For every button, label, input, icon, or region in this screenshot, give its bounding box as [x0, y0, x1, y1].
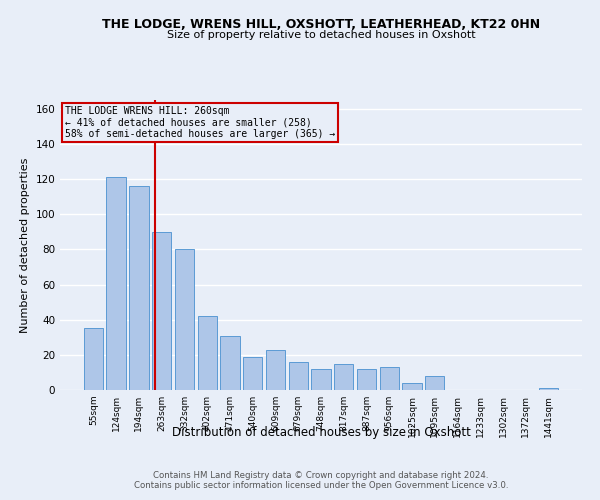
- Bar: [106, 178, 126, 390]
- Bar: [425, 376, 445, 390]
- Bar: [380, 367, 399, 390]
- Bar: [129, 186, 149, 390]
- Bar: [311, 369, 331, 390]
- Bar: [175, 250, 194, 390]
- Text: Contains HM Land Registry data © Crown copyright and database right 2024.: Contains HM Land Registry data © Crown c…: [153, 472, 489, 480]
- Text: Contains public sector information licensed under the Open Government Licence v3: Contains public sector information licen…: [134, 482, 508, 490]
- Bar: [152, 232, 172, 390]
- Bar: [84, 328, 103, 390]
- Text: THE LODGE WRENS HILL: 260sqm
← 41% of detached houses are smaller (258)
58% of s: THE LODGE WRENS HILL: 260sqm ← 41% of de…: [65, 106, 335, 139]
- Bar: [243, 356, 262, 390]
- Bar: [266, 350, 285, 390]
- Text: Size of property relative to detached houses in Oxshott: Size of property relative to detached ho…: [167, 30, 475, 40]
- Bar: [220, 336, 239, 390]
- Bar: [334, 364, 353, 390]
- Bar: [289, 362, 308, 390]
- Text: THE LODGE, WRENS HILL, OXSHOTT, LEATHERHEAD, KT22 0HN: THE LODGE, WRENS HILL, OXSHOTT, LEATHERH…: [102, 18, 540, 30]
- Bar: [539, 388, 558, 390]
- Bar: [357, 369, 376, 390]
- Text: Distribution of detached houses by size in Oxshott: Distribution of detached houses by size …: [172, 426, 470, 439]
- Bar: [403, 383, 422, 390]
- Bar: [197, 316, 217, 390]
- Y-axis label: Number of detached properties: Number of detached properties: [20, 158, 30, 332]
